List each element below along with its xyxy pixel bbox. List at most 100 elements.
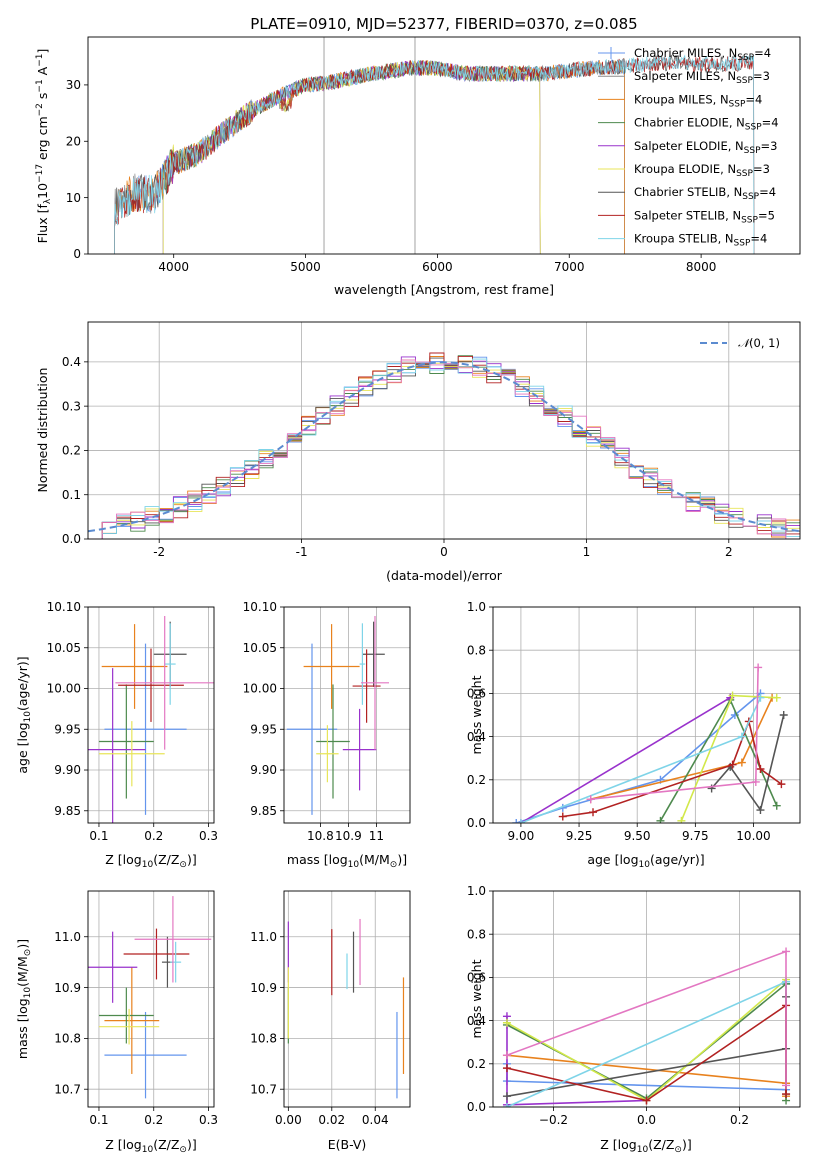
y-tick-label: 0.2 xyxy=(467,1057,486,1071)
spectrum-axes: 4000 5000 6000 7000 8000 0 10 20 30 Chabrier MILE… xyxy=(66,36,801,274)
mass_vs_Z-x-label-part: )] xyxy=(187,1137,197,1152)
y-tick-label: 0.6 xyxy=(467,971,486,985)
age_vs_Z-x-label-part: ⊙ xyxy=(179,860,187,870)
age_vs_Z-y-label-part: 10 xyxy=(23,711,33,723)
legend-entry-part: Salpeter MILES, N xyxy=(634,69,736,83)
spectrum-y-label-part: Flux [f xyxy=(35,204,50,244)
x-tick-label: 5000 xyxy=(290,260,321,274)
weight-point-marker xyxy=(756,765,765,773)
y-tick-label: 10.05 xyxy=(243,641,277,655)
weight-point-marker xyxy=(502,1092,511,1101)
x-tick-label: 0.3 xyxy=(199,1113,218,1127)
x-tick-label: 4000 xyxy=(158,260,189,274)
legend-entry-part: SSP xyxy=(745,123,762,133)
weight-series-line xyxy=(506,980,787,1107)
x-tick-label: 0.2 xyxy=(144,829,163,843)
legend-entry-part: =3 xyxy=(753,69,770,83)
y-tick-label: 0.6 xyxy=(467,687,486,701)
age_vs_mass-frame-group: 10.8 10.9 11 9.85 9.90 9.95 10.00 10.05 10.10 xyxy=(243,600,411,843)
axes-frame xyxy=(492,890,801,1108)
y-tick-label: 10.00 xyxy=(243,682,277,696)
y-tick-label: 0.0 xyxy=(467,1100,486,1114)
spectrum-x-label: wavelength [Angstrom, rest frame] xyxy=(334,282,554,297)
weight-point-marker xyxy=(772,801,781,810)
y-tick-label: 1.0 xyxy=(467,884,486,898)
weight-point-marker xyxy=(728,760,737,769)
weight-point-marker xyxy=(512,819,521,823)
x-tick-label: 0.04 xyxy=(362,1113,389,1127)
age_vs_Z-y-label-part: age [log xyxy=(15,722,30,773)
y-tick-label: 10.8 xyxy=(250,1032,277,1046)
spectrum-frame-group: 4000 5000 6000 7000 8000 0 10 20 30 Chabrier MILE… xyxy=(66,36,801,274)
spectrum-y-label-part: λ xyxy=(43,198,53,204)
weight_vs_age-grid xyxy=(493,606,800,824)
spectrum-y-label-part: 10 xyxy=(35,183,50,199)
x-tick-label: 10.00 xyxy=(736,829,770,843)
x-tick-label: 0.2 xyxy=(730,1113,749,1127)
mass_vs_Z-x-label-part: 10 xyxy=(142,1145,154,1155)
axes-frame xyxy=(87,890,215,1108)
y-tick-label: 10.05 xyxy=(47,641,81,655)
mass_vs_ebv-x-label: E(B-V) xyxy=(328,1137,367,1152)
age_vs_Z-x-label: Z [log10(Z/Z⊙)] xyxy=(105,852,196,870)
x-tick-label: 10.9 xyxy=(335,829,362,843)
age_vs_Z-plot-area xyxy=(88,615,214,823)
mass_vs_ebv-axes: 0.00 0.02 0.04 10.7 10.8 10.9 11.0 xyxy=(250,890,411,1127)
x-tick-label: 0.02 xyxy=(318,1113,345,1127)
weight-point-marker xyxy=(642,1096,651,1105)
mass_vs_Z-grid xyxy=(88,891,214,1107)
legend-entry: Salpeter MILES, NSSP=3 xyxy=(634,69,770,86)
age_vs_mass-x-label-part: (M/M xyxy=(359,852,390,867)
x-tick-label: 2 xyxy=(725,545,733,559)
legend-entry-part: Chabrier STELIB, N xyxy=(634,185,742,199)
weight-point-marker xyxy=(728,691,737,700)
axes-frame xyxy=(283,606,411,824)
weight_vs_Z-plot-area xyxy=(502,947,791,1107)
y-tick-label: 10.9 xyxy=(250,981,277,995)
y-tick-label: 9.85 xyxy=(250,804,277,818)
weight-point-marker xyxy=(751,777,760,786)
y-tick-label: 10.10 xyxy=(243,600,277,614)
age_vs_Z-axes: 0.1 0.2 0.3 9.85 9.90 9.95 10.00 10.05 10.10 xyxy=(47,600,218,843)
weight-point-marker xyxy=(737,758,746,767)
weight_vs_age-x-label: age [log10(age/yr)] xyxy=(587,852,704,870)
legend-entry-part: SSP xyxy=(742,192,759,202)
legend-entry-part: Chabrier MILES, N xyxy=(634,46,737,60)
weight-point-marker xyxy=(502,1103,511,1107)
spectrum-y-label-part: A xyxy=(35,66,50,79)
age_vs_Z-grid xyxy=(88,606,214,823)
spectrum-y-label-part: −17 xyxy=(35,164,45,183)
y-tick-label: 0.3 xyxy=(62,399,81,413)
weight-series-line xyxy=(520,697,731,823)
legend-entry-part: =4 xyxy=(754,46,771,60)
age_vs_Z-frame-group: 0.1 0.2 0.3 9.85 9.90 9.95 10.00 10.05 10.10 xyxy=(47,600,218,843)
weight-point-marker xyxy=(502,1018,511,1027)
spectrum-y-label-part: −1 xyxy=(35,79,45,92)
x-tick-label: −0.2 xyxy=(539,1113,568,1127)
normal-curve xyxy=(88,361,800,533)
age_vs_mass-x-label-part: ⊙ xyxy=(390,860,398,870)
legend-entry-part: =4 xyxy=(762,116,779,130)
weight_vs_age-x-label-part: 10 xyxy=(639,860,651,870)
x-tick-label: 0.2 xyxy=(144,1113,163,1127)
legend-entry: Kroupa MILES, NSSP=4 xyxy=(634,92,762,109)
y-tick-label: 11.0 xyxy=(250,930,277,944)
mass_vs_Z-x-label-part: ⊙ xyxy=(179,1145,187,1155)
y-tick-label: 9.95 xyxy=(250,722,277,736)
x-tick-label: 9.00 xyxy=(508,829,535,843)
legend-entry-part: Salpeter ELODIE, N xyxy=(634,139,744,153)
axes-frame xyxy=(87,321,801,540)
x-tick-label: 9.50 xyxy=(624,829,651,843)
weight-point-marker xyxy=(502,1064,511,1073)
y-tick-label: 0.8 xyxy=(467,927,486,941)
legend-entry: Chabrier STELIB, NSSP=4 xyxy=(634,185,776,202)
figure-title: PLATE=0910, MJD=52377, FIBERID=0370, z=0… xyxy=(250,15,637,33)
y-tick-label: 11.0 xyxy=(54,930,81,944)
axes-frame xyxy=(492,606,801,824)
weight_vs_age-y-label: mass weight xyxy=(469,675,484,754)
weight_vs_age-frame-group: 9.00 9.25 9.50 9.75 10.00 0.0 0.2 0.4 0.6 0.8 1.0 xyxy=(467,600,801,843)
residuals-y-label: Normed distribution xyxy=(35,368,50,493)
x-tick-label: 8000 xyxy=(686,260,717,274)
legend-entry-part: =3 xyxy=(761,139,778,153)
x-tick-label: 9.75 xyxy=(682,829,709,843)
